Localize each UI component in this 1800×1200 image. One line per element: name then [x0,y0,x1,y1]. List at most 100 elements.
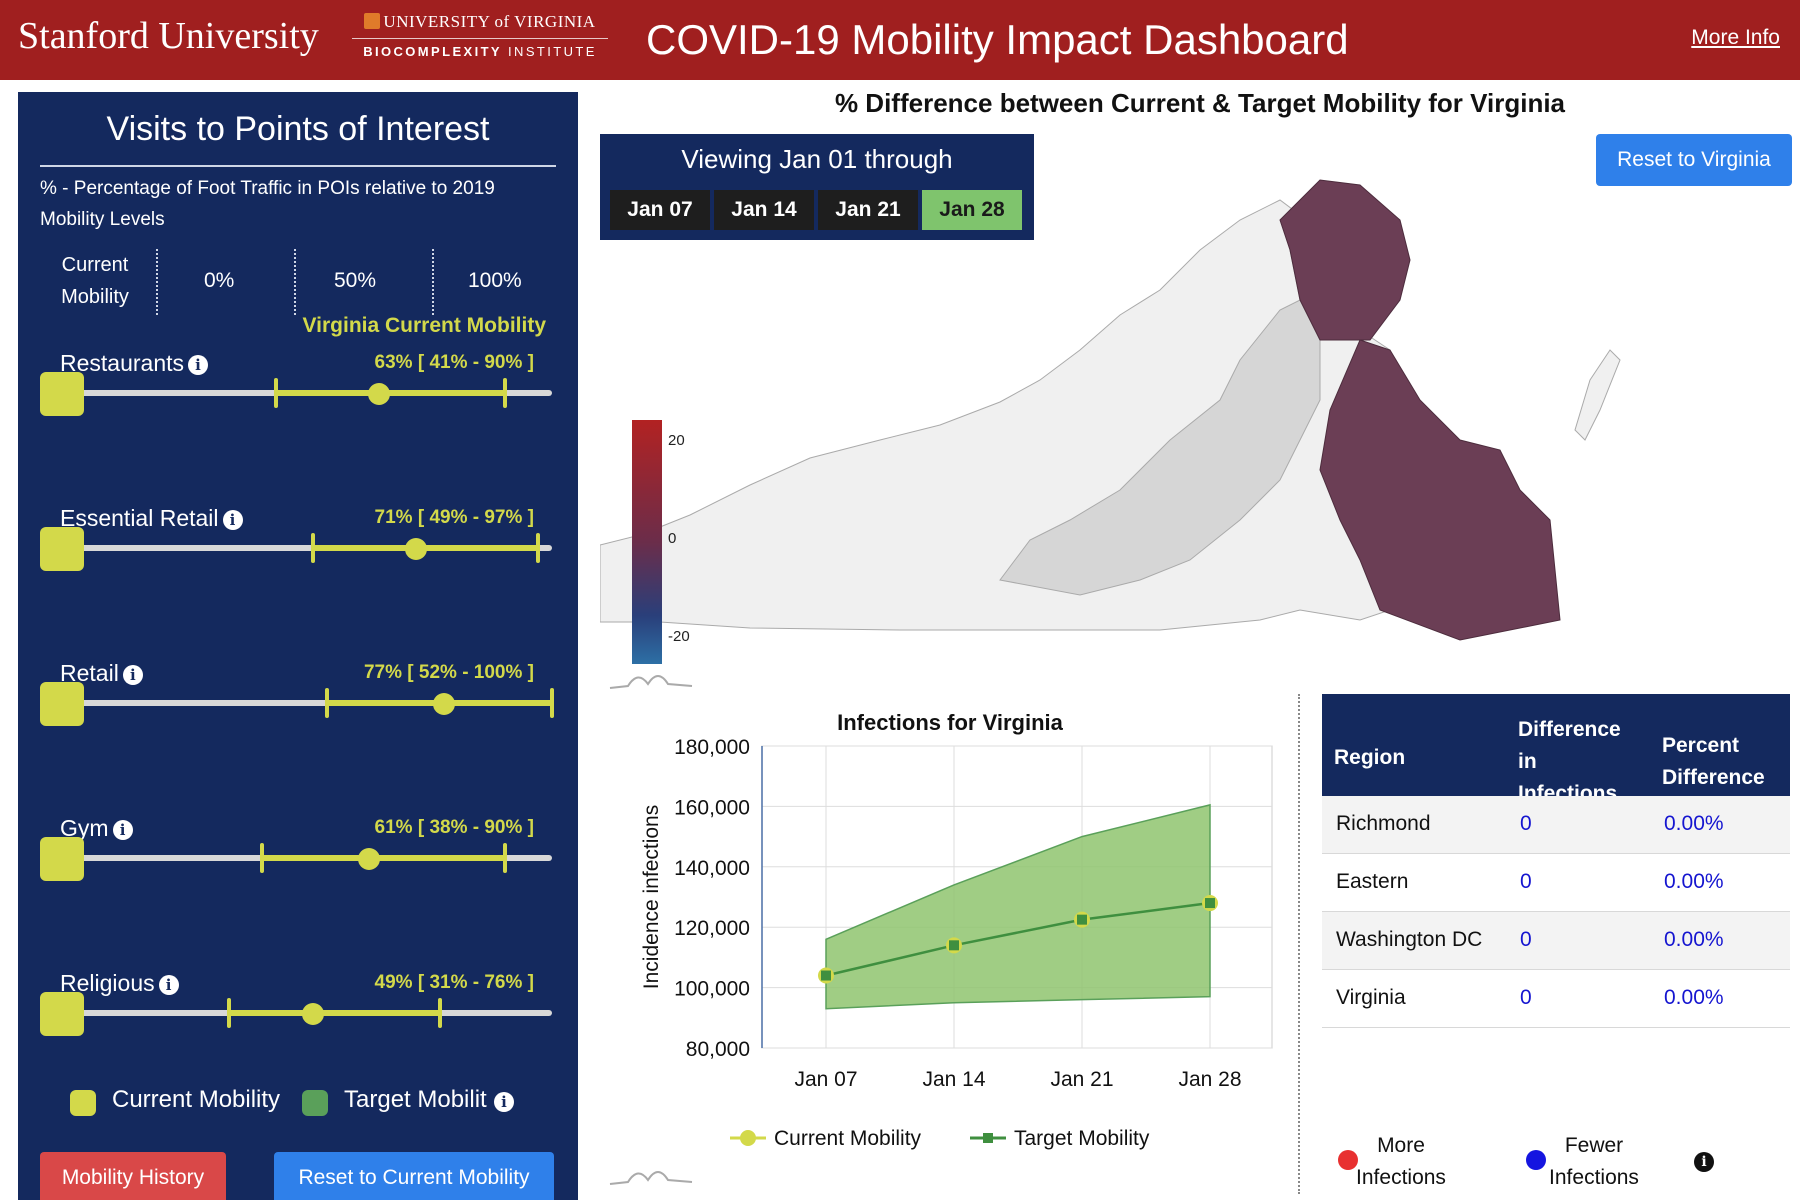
slider-handle[interactable] [40,527,84,571]
fewer-infections-dot [1526,1150,1546,1170]
slider-high-tick [503,843,508,873]
colorbar-label-bottom: -20 [668,628,690,645]
map-region-eastern-shore[interactable] [1574,349,1621,441]
y-tick-label: 160,000 [674,796,750,819]
target-mobility-line [825,901,1211,977]
scale-100: 100% [468,269,522,292]
week-selector: Viewing Jan 01 through Jan 07 Jan 14 Jan… [600,134,1034,240]
header-region: Region [1334,746,1406,769]
wave-icon [609,675,693,689]
viewing-range-text: Viewing Jan 01 through [681,144,953,174]
x-tick-label: Jan 21 [1050,1068,1113,1091]
wave-icon-chart [609,1171,693,1185]
target-range-band [825,803,1211,1010]
week-button-jan28[interactable]: Jan 28 [922,190,1022,230]
slider-high-tick [550,688,554,718]
more-infections-dot [1338,1150,1358,1170]
slider-low-tick [325,688,330,718]
table-header: Region Difference in Infections Percent … [1322,694,1790,796]
y-tick-label: 120,000 [674,917,750,940]
reset-to-virginia-button[interactable]: Reset to Virginia [1596,134,1792,186]
info-icon-table[interactable]: i [1694,1152,1714,1172]
scale-0: 0% [204,269,235,292]
target-mobility-point [1077,914,1087,925]
uva-biocomplexity-logo: UNIVERSITY of VIRGINIA BIOCOMPLEXITY INS… [350,10,610,72]
slider-current-dot [433,693,456,715]
slider-track[interactable] [58,545,552,551]
legend-current-label: Current Mobility [774,1127,922,1150]
slider-range-band [229,1010,440,1016]
more-info-link[interactable]: More Info [1691,26,1780,49]
target-mobility-point [949,940,959,951]
slider-handle[interactable] [40,837,84,881]
slider-retail[interactable]: Retail i 77% [ 52% - 100% ] [18,660,578,780]
dashboard-title: COVID-19 Mobility Impact Dashboard [646,16,1349,63]
slider-essential-retail[interactable]: Essential Retail i 71% [ 49% - 97% ] [18,505,578,625]
mobility-history-button[interactable]: Mobility History [40,1152,226,1200]
legend-current-marker [740,1130,756,1146]
slider-religious[interactable]: Religious i 49% [ 31% - 76% ] [18,970,578,1090]
slider-current-dot [358,848,381,870]
legend-target-label: Target Mobility [1014,1127,1150,1150]
y-tick-label: 100,000 [674,978,750,1001]
chart-title: Infections for Virginia [837,710,1064,735]
scale-50: 50% [334,269,377,292]
uva-crest-icon [364,13,381,29]
infections-chart: Infections for Virginia 180,000 160,000 140… [640,710,1273,1150]
map-region-central-eastern[interactable] [1319,339,1561,641]
map-title: % Difference between Current & Target Mo… [834,88,1566,118]
reset-current-mobility-button[interactable]: Reset to Current Mobility [274,1152,554,1200]
slider-gym[interactable]: Gym i 61% [ 38% - 90% ] [18,815,578,935]
info-icon[interactable]: i [188,355,209,375]
table-row[interactable]: Eastern 0 0.00% [1322,854,1790,912]
current-legend-label: Current Mobility [112,1086,281,1113]
x-tick-label: Jan 28 [1178,1068,1241,1091]
target-swatch [302,1090,328,1116]
target-mobility-point [1205,898,1215,909]
slider-range-text: 63% [ 41% - 90% ] [374,352,534,373]
week-button-jan21[interactable]: Jan 21 [818,190,918,230]
slider-current-dot [405,538,428,560]
target-legend-label: Target Mobilit [344,1086,487,1113]
panel-subtitle: % - Percentage of Foot Traffic in POIs r… [40,178,495,230]
colorbar-label-mid: 0 [668,530,677,547]
table-row[interactable]: Washington DC 0 0.00% [1322,912,1790,970]
map-region-northern[interactable] [1279,179,1411,341]
slider-label: Essential Retail i [60,505,243,532]
table-row[interactable]: Richmond 0 0.00% [1322,796,1790,854]
slider-handle[interactable] [40,682,84,726]
slider-high-tick [535,533,540,563]
legend-target-marker [983,1133,993,1143]
week-button-jan14[interactable]: Jan 14 [714,190,814,230]
slider-handle[interactable] [40,372,84,416]
table-row[interactable]: Virginia 0 0.00% [1322,970,1790,1028]
slider-restaurants[interactable]: Restaurants i 63% [ 41% - 90% ] [18,350,578,470]
slider-low-tick [227,998,232,1028]
mobility-legend: Current Mobility Target Mobilit i [18,1084,578,1124]
target-mobility-point [821,970,831,981]
section-divider [1298,694,1300,1194]
colorbar [632,420,662,664]
slider-track[interactable] [58,700,552,706]
slider-label: Retail i [60,660,143,687]
week-button-jan07[interactable]: Jan 07 [610,190,710,230]
slider-range-text: 49% [ 31% - 76% ] [374,972,534,993]
virginia-choropleth-map[interactable] [600,140,1800,680]
info-icon[interactable]: i [158,975,179,995]
slider-range-text: 77% [ 52% - 100% ] [363,662,534,683]
slider-high-tick [437,998,442,1028]
stanford-logo: Stanford University [18,15,319,57]
info-icon[interactable]: i [112,820,133,840]
info-icon[interactable]: i [222,510,243,530]
info-icon[interactable]: i [122,665,143,685]
y-tick-label: 180,000 [674,736,750,759]
slider-label: Gym i [60,815,133,842]
slider-current-dot [302,1003,325,1025]
info-icon[interactable]: i [494,1092,514,1112]
y-tick-label: 140,000 [674,857,750,880]
uva-name: UNIVERSITY of VIRGINIA [383,12,596,31]
institute-word: INSTITUTE [502,44,597,59]
slider-handle[interactable] [40,992,84,1036]
slider-range-text: 61% [ 38% - 90% ] [374,817,534,838]
slider-high-tick [503,378,508,408]
